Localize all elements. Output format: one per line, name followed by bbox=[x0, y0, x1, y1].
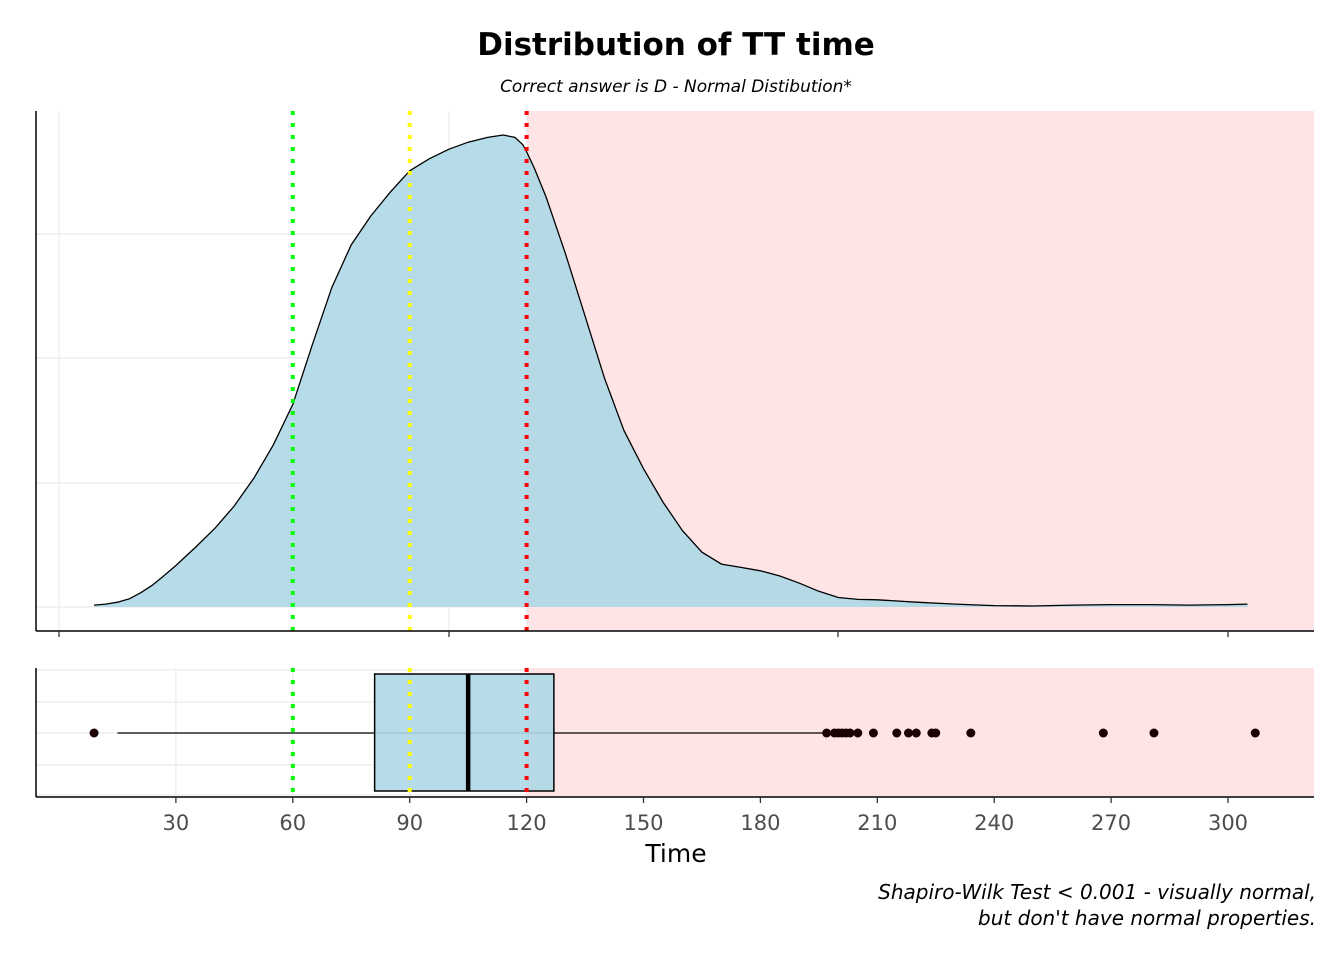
box-panel: 30 60 90 120 150 180 210 240 270 300 bbox=[35, 668, 1314, 835]
caption-line-2: but don't have normal properties. bbox=[978, 906, 1316, 930]
x-tick-label: 270 bbox=[1091, 811, 1131, 835]
density-curve bbox=[94, 134, 1248, 607]
box-x-ticks bbox=[175, 797, 1229, 803]
x-tick-labels: 30 60 90 120 150 180 210 240 270 300 bbox=[163, 811, 1249, 835]
density-panel bbox=[35, 111, 1314, 637]
outlier-point bbox=[822, 728, 832, 738]
density-x-ticks bbox=[58, 631, 1229, 637]
outlier-point bbox=[966, 728, 976, 738]
outlier-point bbox=[853, 728, 863, 738]
x-tick-label: 120 bbox=[507, 811, 547, 835]
outlier-point bbox=[1098, 728, 1108, 738]
x-tick-label: 90 bbox=[396, 811, 423, 835]
chart-title: Distribution of TT time bbox=[477, 27, 875, 63]
x-tick-label: 30 bbox=[163, 811, 190, 835]
chart-subtitle: Correct answer is D - Normal Distibution… bbox=[500, 77, 852, 97]
density-reference-lines bbox=[290, 111, 529, 631]
outlier-point bbox=[1149, 728, 1159, 738]
x-tick-label: 240 bbox=[974, 811, 1014, 835]
outlier-point bbox=[911, 728, 921, 738]
x-tick-label: 150 bbox=[623, 811, 663, 835]
x-axis-title: Time bbox=[644, 839, 706, 868]
x-tick-label: 210 bbox=[857, 811, 897, 835]
density-area bbox=[94, 135, 1248, 607]
outlier-point bbox=[931, 728, 941, 738]
outlier-point bbox=[89, 728, 99, 738]
x-tick-label: 300 bbox=[1208, 811, 1248, 835]
box-iqr bbox=[373, 673, 555, 792]
caption-line-1: Shapiro-Wilk Test < 0.001 - visually nor… bbox=[878, 880, 1316, 904]
x-tick-label: 60 bbox=[279, 811, 306, 835]
x-tick-label: 180 bbox=[740, 811, 780, 835]
outlier-point bbox=[845, 728, 855, 738]
outlier-point bbox=[1250, 728, 1260, 738]
outlier-point bbox=[903, 728, 913, 738]
outlier-point bbox=[892, 728, 902, 738]
outlier-point bbox=[868, 728, 878, 738]
box-outliers bbox=[89, 728, 1260, 738]
